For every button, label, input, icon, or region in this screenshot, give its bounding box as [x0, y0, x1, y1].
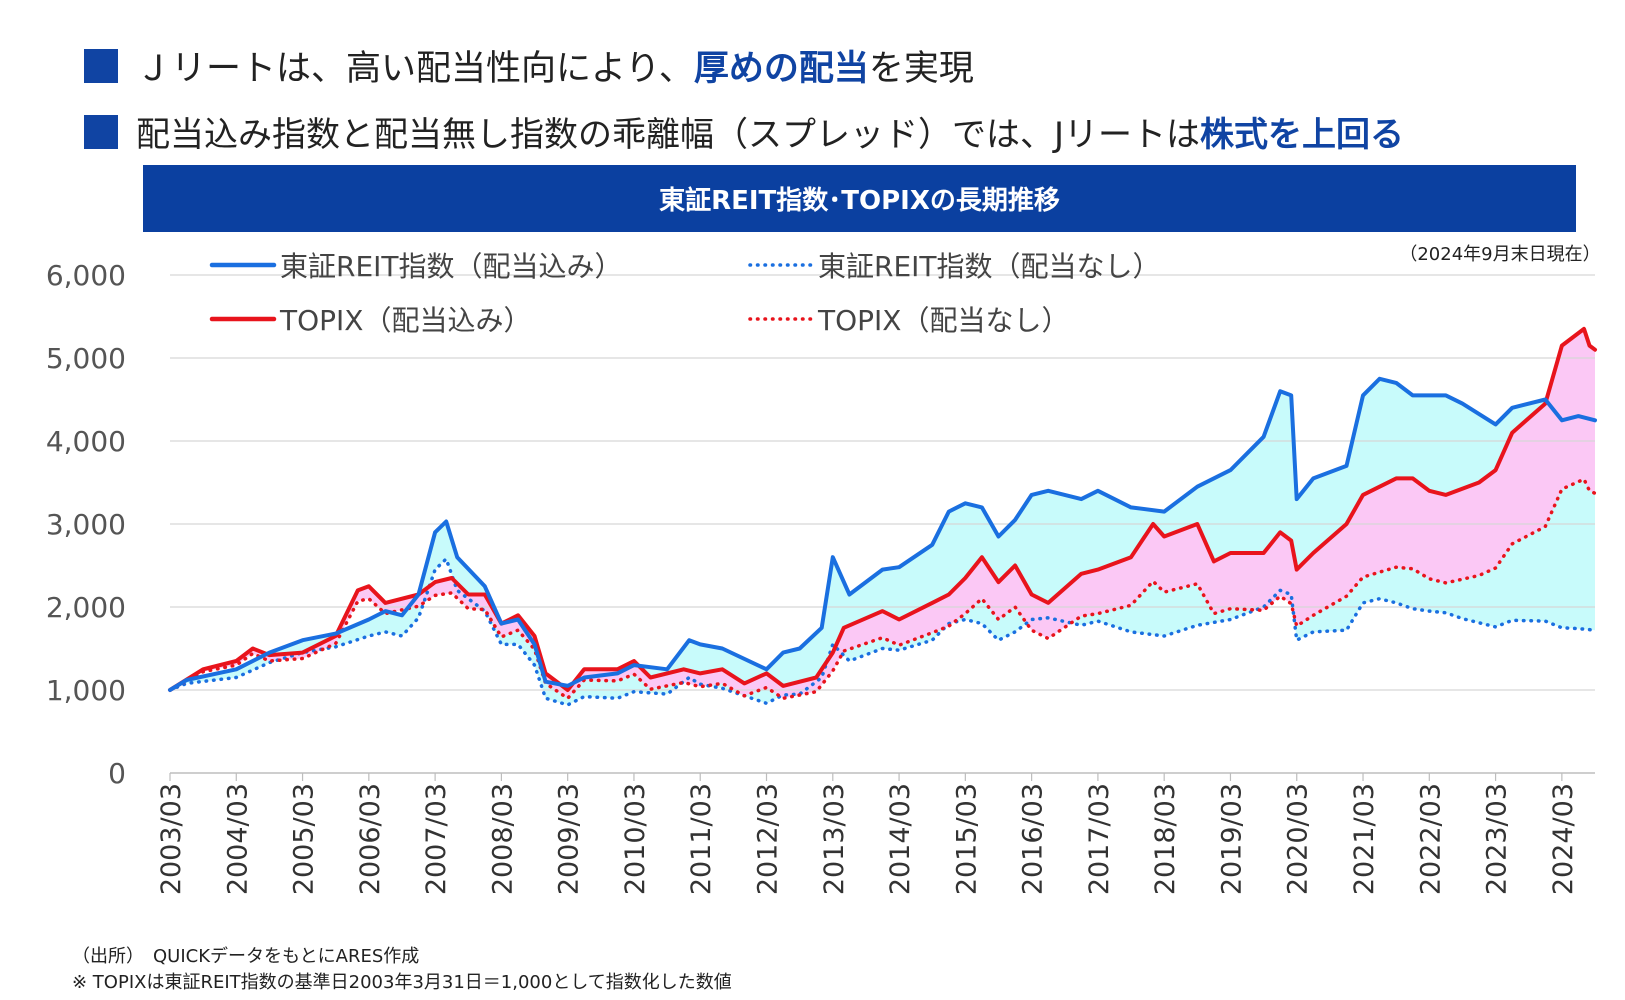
- headline-reit-dividend: Ｊリートは、高い配当性向により、厚めの配当を実現: [84, 40, 974, 91]
- x-tick-label: 2023/03: [1482, 783, 1513, 895]
- index-note: ※ TOPIXは東証REIT指数の基準日2003年3月31日＝1,000として指…: [72, 972, 732, 993]
- legend-label: TOPIX（配当込み）: [279, 304, 531, 337]
- source-note: （出所） QUICKデータをもとにARES作成: [72, 946, 420, 967]
- x-tick-label: 2009/03: [554, 783, 585, 895]
- x-tick-label: 2011/03: [686, 783, 717, 895]
- x-tick-label: 2010/03: [620, 783, 651, 895]
- bullet-square-icon: [84, 114, 118, 149]
- y-tick-label: 0: [108, 757, 126, 790]
- headline1-text: Ｊリートは、高い配当性向により、: [136, 49, 694, 89]
- x-tick-label: 2024/03: [1548, 783, 1579, 895]
- x-tick-label: 2008/03: [487, 783, 518, 895]
- x-tick-label: 2006/03: [355, 783, 386, 895]
- y-axis: 0 1,000 2,000 3,000 4,000 5,000 6,000: [46, 259, 126, 790]
- headline2-highlight: 株式を上回る: [1200, 115, 1405, 155]
- headline-spread: 配当込み指数と配当無し指数の乖離幅（スプレッド）では、Jリートは株式を上回る: [84, 107, 1404, 156]
- headline1-text-end: を実現: [868, 49, 974, 89]
- x-tick-label: 2019/03: [1216, 783, 1247, 895]
- x-tick-label: 2022/03: [1415, 783, 1446, 895]
- legend: 東証REIT指数（配当込み） 東証REIT指数（配当なし） TOPIX（配当込み） T…: [209, 250, 1161, 337]
- reit-spread-area: [170, 378, 1595, 705]
- x-tick-label: 2021/03: [1349, 783, 1380, 895]
- grid-lines: [170, 274, 1595, 774]
- y-tick-label: 4,000: [46, 425, 126, 458]
- y-tick-label: 1,000: [46, 674, 126, 707]
- chart-title-banner: 東証REIT指数･TOPIXの長期推移: [143, 165, 1576, 232]
- y-tick-label: 2,000: [46, 591, 126, 624]
- series-line: [168, 376, 1597, 692]
- x-tick-label: 2007/03: [421, 783, 452, 895]
- spread-fills: [170, 328, 1595, 705]
- x-tick-label: 2017/03: [1084, 783, 1115, 895]
- legend-label: 東証REIT指数（配当込み）: [280, 250, 623, 283]
- as-of-date: （2024年9月末日現在）: [1399, 244, 1600, 265]
- y-tick-label: 3,000: [46, 508, 126, 541]
- y-tick-label: 5,000: [46, 342, 126, 375]
- legend-label: 東証REIT指数（配当なし）: [818, 250, 1161, 283]
- series-line: [168, 557, 1597, 707]
- x-tick-label: 2018/03: [1150, 783, 1181, 895]
- x-tick-label: 2014/03: [885, 783, 916, 895]
- x-tick-label: 2012/03: [753, 783, 784, 895]
- x-tick-label: 2020/03: [1283, 783, 1314, 895]
- x-axis: 2003/03 2004/03 2005/03 2006/03 2007/03 2008/…: [156, 773, 1579, 895]
- topix-spread-area: [170, 328, 1595, 699]
- series-line: [168, 326, 1597, 692]
- chart-title: 東証REIT指数･TOPIXの長期推移: [659, 186, 1060, 216]
- x-tick-label: 2004/03: [222, 783, 253, 895]
- x-tick-label: 2013/03: [819, 783, 850, 895]
- headline2-text: 配当込み指数と配当無し指数の乖離幅（スプレッド）では、Jリートは: [136, 115, 1201, 155]
- legend-label: TOPIX（配当なし）: [817, 304, 1069, 337]
- x-tick-label: 2003/03: [156, 783, 187, 895]
- series-lines: [168, 326, 1597, 707]
- series-line: [168, 477, 1597, 701]
- x-tick-label: 2016/03: [1018, 783, 1049, 895]
- x-tick-label: 2015/03: [951, 783, 982, 895]
- x-tick-label: 2005/03: [289, 783, 320, 895]
- bullet-square-icon: [84, 48, 118, 83]
- y-tick-label: 6,000: [46, 259, 126, 292]
- headline1-highlight: 厚めの配当: [693, 49, 869, 89]
